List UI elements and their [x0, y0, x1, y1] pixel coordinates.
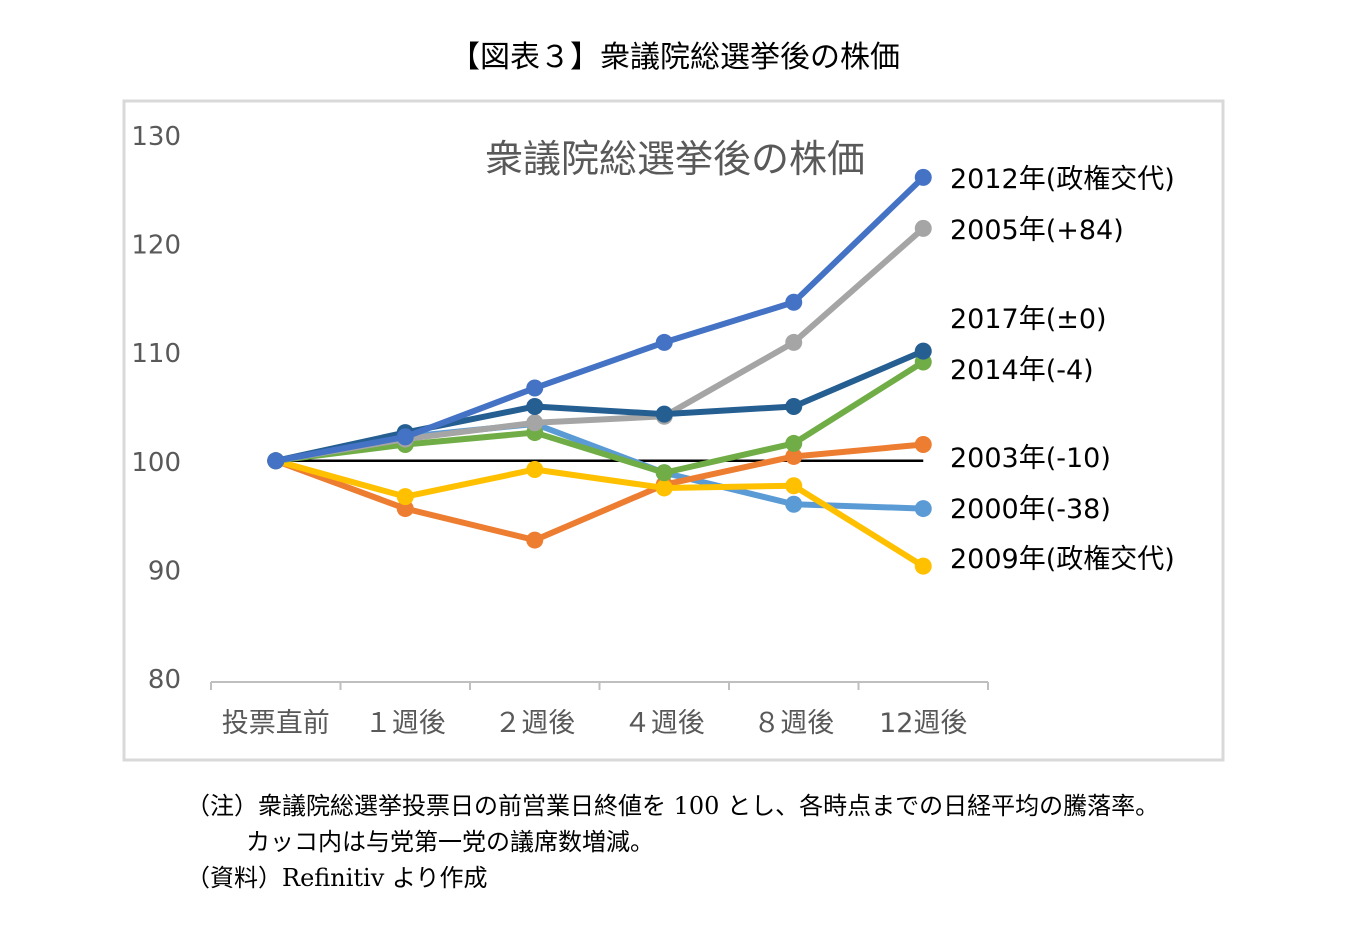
data-point	[396, 428, 414, 446]
data-point	[914, 557, 932, 575]
data-point	[785, 434, 803, 452]
series-line	[272, 174, 927, 464]
series-label: 2012年(政権交代)	[950, 164, 1175, 195]
series-labels: 2012年(政権交代) 2005年(+84) 2017年(±0) 2014年(-4) 2…	[950, 164, 1175, 575]
data-point	[785, 477, 803, 495]
x-tick-label: １週後	[365, 708, 446, 739]
data-point	[785, 447, 803, 465]
data-point	[526, 531, 544, 549]
data-point	[914, 168, 932, 186]
figure-title: 【図表３】衆議院総選挙後の株価	[450, 40, 900, 75]
series-line	[272, 457, 927, 570]
data-point	[396, 488, 414, 506]
data-point	[785, 333, 803, 351]
data-point	[914, 342, 932, 360]
data-point	[526, 460, 544, 478]
data-point	[396, 500, 414, 518]
x-tick-label: ４週後	[624, 708, 705, 739]
y-tick-label: 110	[131, 339, 181, 369]
series-layer	[267, 168, 932, 575]
series-label: 2005年(+84)	[950, 215, 1124, 246]
chart-title: 衆議院総選挙後の株価	[485, 137, 865, 181]
data-point	[655, 333, 673, 351]
series-label: 2000年(-38)	[950, 494, 1111, 525]
data-point	[526, 398, 544, 415]
x-tick-label: 12週後	[879, 708, 967, 739]
y-tick-label: 130	[131, 122, 181, 152]
y-tick-label: 100	[131, 448, 181, 478]
series-line	[272, 441, 927, 544]
data-point	[267, 452, 285, 470]
x-tick-label: 投票直前	[222, 708, 330, 739]
series-line	[272, 358, 927, 476]
series-label: 2014年(-4)	[950, 355, 1094, 386]
data-point	[655, 464, 673, 482]
note-line-2: カッコ内は与党第一党の議席数増減。	[246, 828, 654, 856]
x-tick-label: ２週後	[494, 708, 575, 739]
series-label: 2009年(政権交代)	[950, 544, 1175, 575]
x-axis: 投票直前 １週後 ２週後 ４週後 ８週後 12週後	[210, 681, 989, 739]
chart-frame	[122, 99, 1225, 762]
data-point	[785, 293, 803, 311]
y-axis: 80 90 100 110 120 130	[131, 122, 181, 695]
series-line	[272, 348, 927, 464]
series-label: 2017年(±0)	[950, 304, 1107, 335]
data-point	[526, 379, 544, 397]
data-point	[785, 398, 803, 415]
y-tick-label: 80	[148, 665, 181, 695]
data-point	[655, 405, 673, 423]
data-point	[526, 414, 544, 432]
data-point	[655, 479, 673, 497]
source-note: （資料）Refinitiv より作成	[186, 864, 488, 892]
y-tick-label: 120	[131, 231, 181, 261]
data-point	[914, 219, 932, 237]
series-label: 2003年(-10)	[950, 443, 1111, 474]
x-tick-label: ８週後	[753, 708, 834, 739]
note-line-1: （注）衆議院総選挙投票日の前営業日終値を 100 とし、各時点までの日経平均の騰…	[186, 792, 1160, 820]
series-6	[267, 168, 932, 470]
data-point	[914, 436, 932, 454]
data-point	[914, 500, 932, 518]
data-point	[785, 495, 803, 513]
y-tick-label: 90	[148, 556, 181, 586]
